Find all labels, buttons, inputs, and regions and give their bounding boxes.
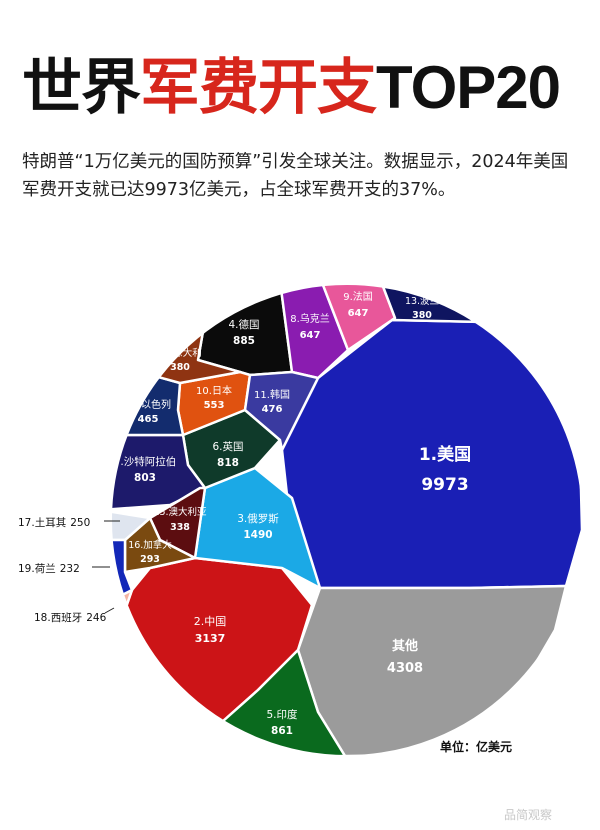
title-part-world: 世界 [22, 53, 141, 123]
outside-label-value: 250 [70, 517, 90, 529]
voronoi-cells [111, 284, 583, 756]
cell-name-label: 2.中国 [194, 615, 227, 628]
cell-value-label: 465 [138, 414, 159, 425]
cell-value-label: 9973 [421, 475, 468, 495]
page-subtitle: 特朗普“1万亿美元的国防预算”引发全球关注。数据显示，2024年美国军费开支就已… [22, 152, 569, 200]
outside-label-name: 19.荷兰 [18, 562, 56, 575]
cell-value-label: 380 [412, 310, 432, 321]
cell-value-label: 885 [233, 335, 255, 347]
cell-name-label: 14.意大利 [158, 347, 202, 359]
cell-value-label: 380 [170, 362, 190, 373]
cell-value-label: 476 [262, 404, 283, 415]
cell-value-label: 647 [300, 330, 321, 341]
cell-rank-17 [111, 494, 152, 542]
cell-name-label: 12.以色列 [125, 398, 171, 411]
cell-name-label: 11.韩国 [254, 388, 290, 401]
cell-value-label: 803 [134, 472, 156, 484]
cell-value-label: 338 [170, 522, 190, 533]
cell-rank-11 [243, 370, 320, 452]
cell-name-label: 3.俄罗斯 [237, 512, 279, 525]
cell-value-label: 1490 [243, 529, 272, 541]
cell-name-label: 6.英国 [212, 440, 243, 453]
cell-name-label: 4.德国 [228, 318, 259, 331]
watermark: 品简观察 [504, 808, 553, 822]
outside-label: 19.荷兰 232 [18, 562, 80, 575]
cell-name-label: 15.澳大利亚 [153, 506, 207, 518]
cell-value-label: 647 [348, 308, 369, 319]
cell-value-label: 4308 [387, 661, 423, 676]
cell-value-label: 818 [217, 457, 239, 469]
outside-label: 18.西班牙 246 [34, 612, 107, 624]
cell-name-label: 1.美国 [419, 444, 471, 465]
cell-value-label: 861 [271, 725, 293, 737]
cell-name-label: 13.波兰 [405, 295, 439, 307]
cell-name-label: 9.法国 [343, 290, 373, 303]
cell-name-label: 其他 [392, 638, 418, 654]
outside-label: 17.土耳其 250 [18, 516, 90, 529]
cell-name-label: 7.沙特阿拉伯 [114, 455, 177, 468]
title-part-military-spending: 军费开支 [140, 53, 377, 123]
outside-label-value: 246 [86, 612, 106, 624]
cell-name-label: 8.乌克兰 [290, 312, 330, 325]
page-title: 世界军费开支TOP20 [22, 52, 561, 124]
cell-name-label: 5.印度 [266, 708, 298, 721]
cell-other [296, 584, 568, 756]
cell-value-label: 293 [140, 554, 160, 565]
leader-line [104, 607, 115, 614]
cell-value-label: 553 [204, 400, 225, 411]
outside-label-name: 17.土耳其 [18, 516, 66, 529]
outside-label-name: 18.西班牙 [34, 612, 82, 624]
cell-name-label: 16.加拿大 [128, 539, 172, 551]
cell-value-label: 3137 [195, 632, 226, 645]
chart-outline [110, 283, 584, 757]
cell-name-label: 10.日本 [196, 384, 232, 397]
outside-label-value: 232 [60, 563, 80, 575]
cell-rank-8 [278, 284, 350, 380]
title-part-top20: TOP20 [376, 54, 561, 121]
unit-label: 单位：亿美元 [440, 740, 513, 754]
